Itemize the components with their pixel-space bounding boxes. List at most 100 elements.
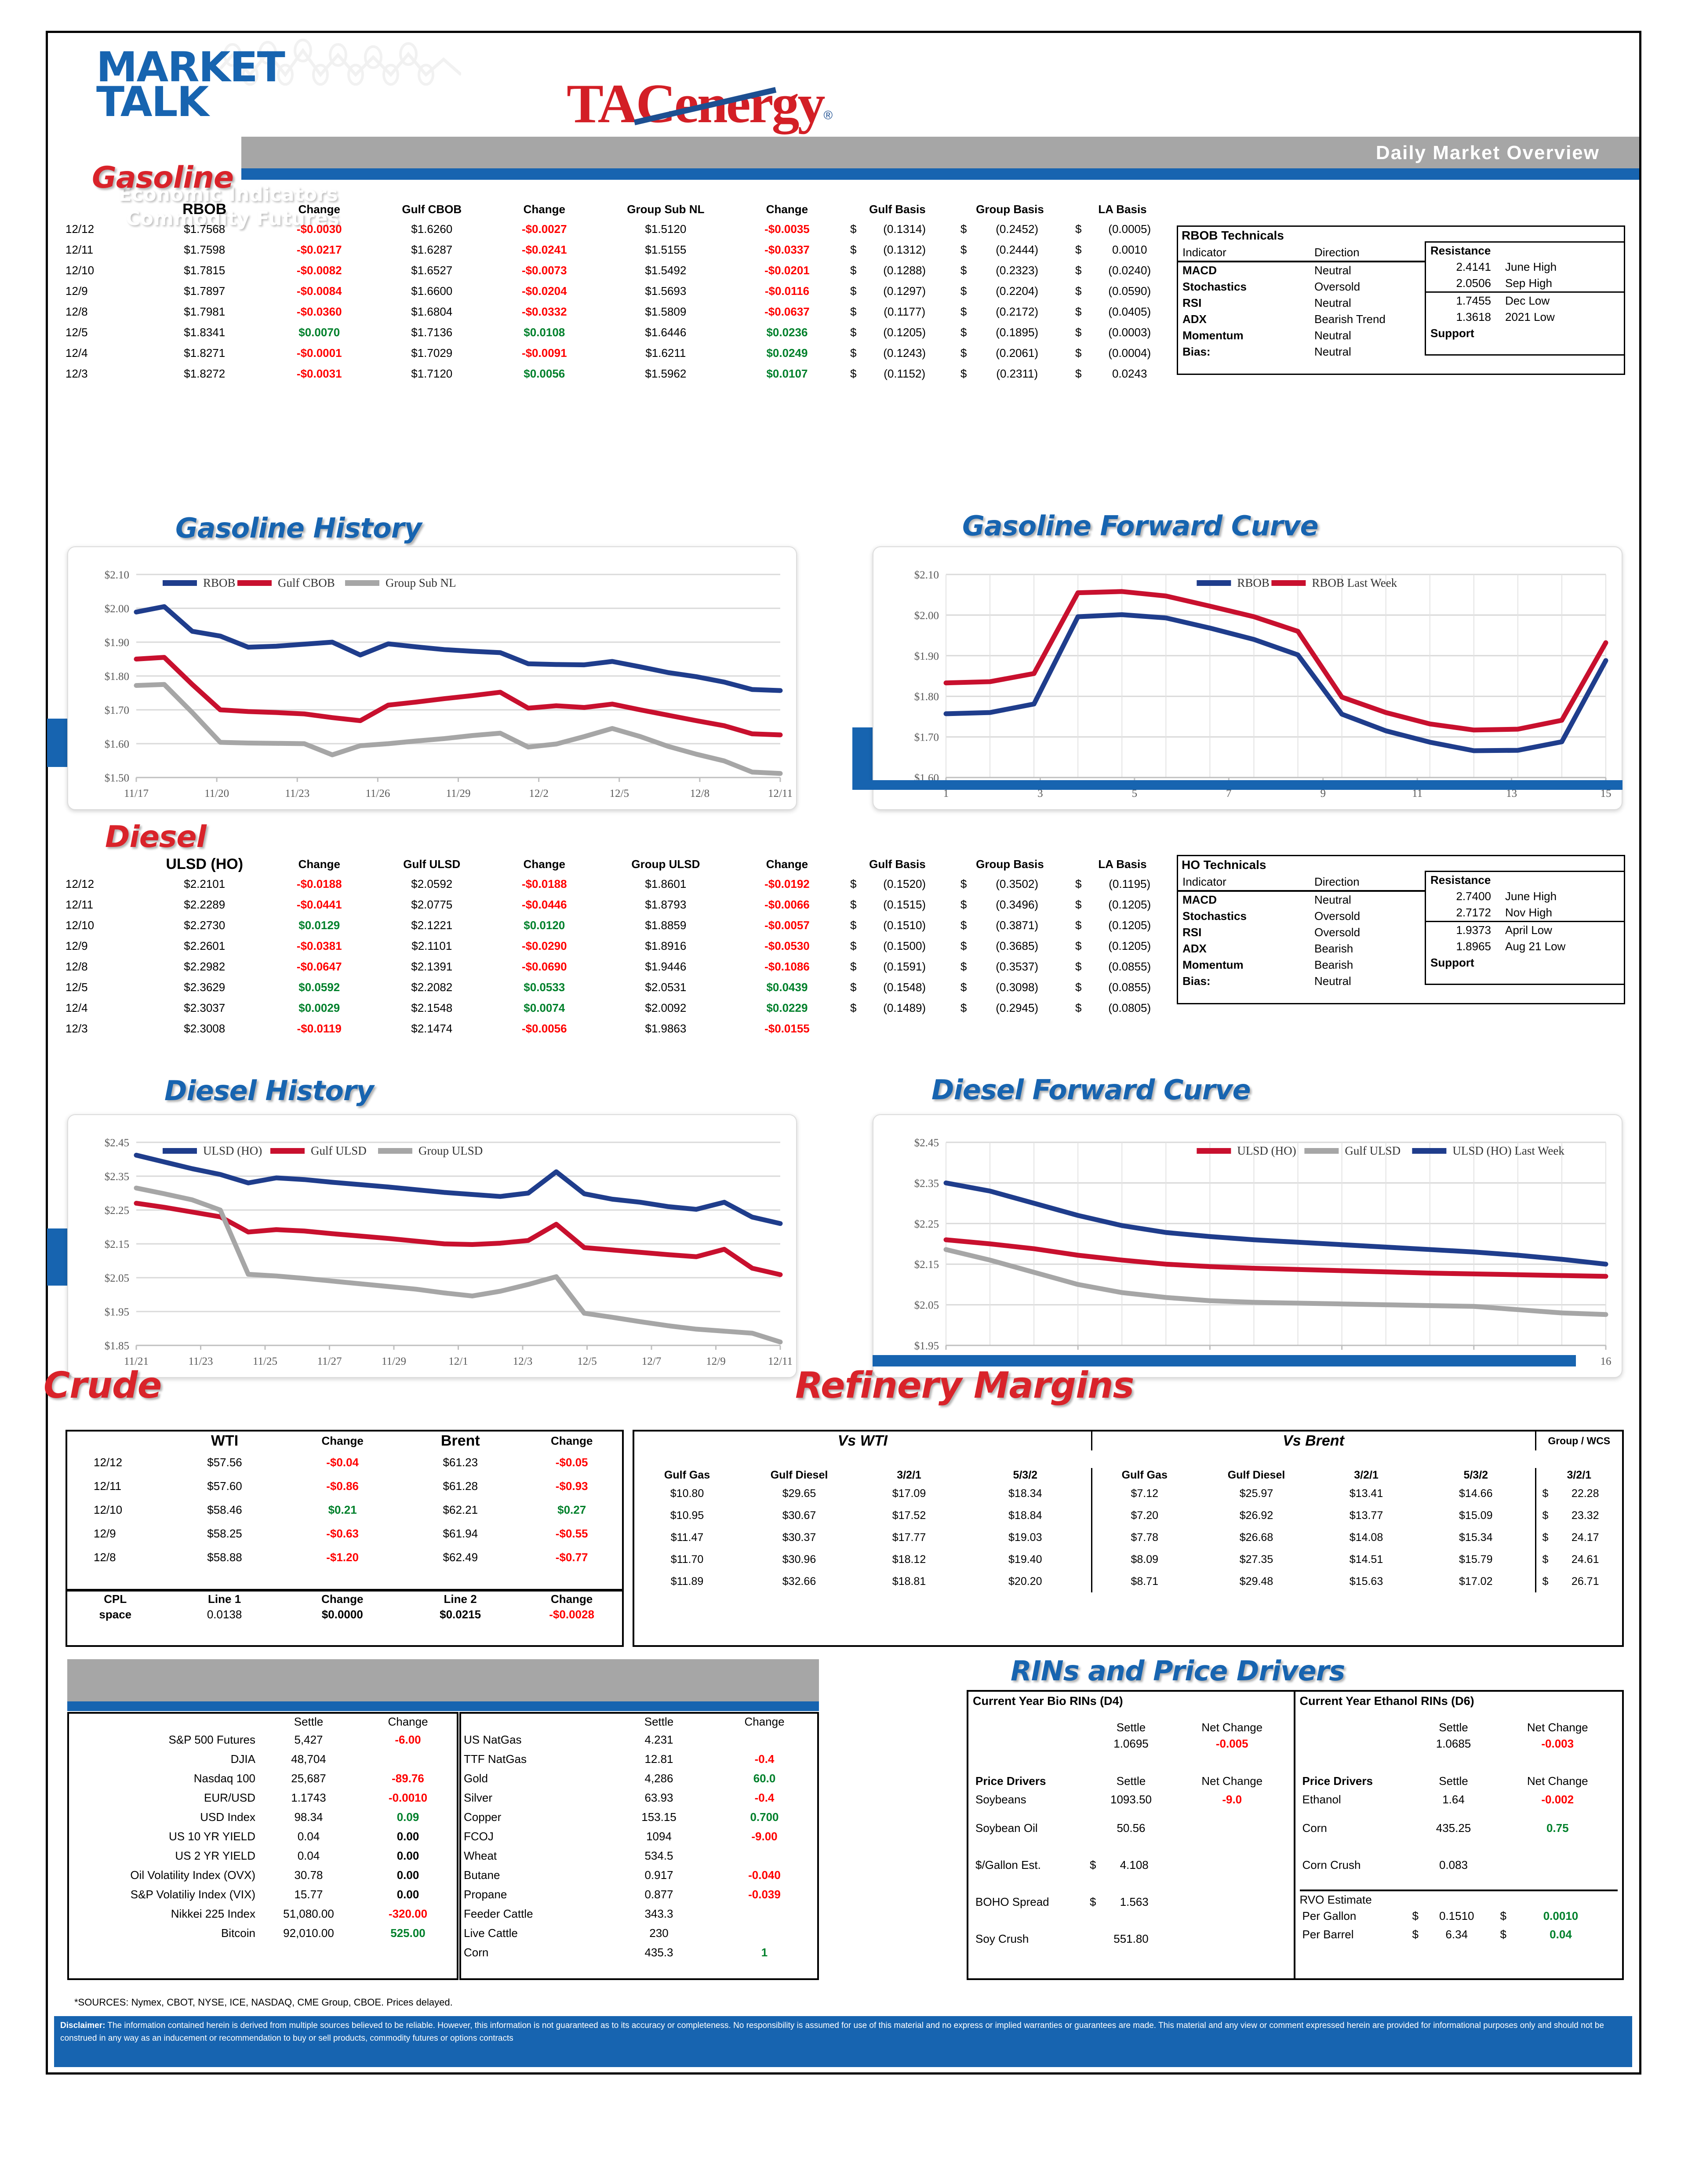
level-row: 2.4141 June High [1426, 259, 1624, 275]
ethanol-drivers-header-row: Price Drivers Settle Net Change [1300, 1773, 1618, 1789]
table-header-row: ULSD (HO) Change Gulf ULSD Change Group … [65, 855, 1178, 874]
row-brent-gulf-gas: $7.20 [1131, 1509, 1159, 1522]
support-label-row: Support [1426, 325, 1624, 342]
col-settle: Settle [1439, 1721, 1468, 1734]
driver-settle: $1.563 [1090, 1895, 1149, 1908]
row-group: $1.8916 [645, 939, 687, 952]
col-net-change: Net Change [1527, 1774, 1588, 1788]
rbob-levels-box: Resistance 2.4141 June High 2.0506 Sep Hig… [1425, 241, 1625, 356]
chart-series-line [943, 1247, 1608, 1317]
col-la-basis: LA Basis [1098, 203, 1147, 216]
econ-commodity-gray-band [67, 1659, 819, 1701]
row-benchmark-change: $0.0592 [298, 981, 340, 994]
y-axis-tick: $2.05 [105, 1272, 129, 1284]
x-axis-tick: 9 [1320, 788, 1326, 799]
indicator-direction: Bearish [1314, 942, 1353, 955]
x-axis-tick: 11/23 [188, 1355, 213, 1367]
tac-energy-logo: TACenergy® [567, 73, 833, 136]
col-change: Change [744, 1715, 785, 1728]
row-wti-gulf-gas: $10.80 [670, 1487, 704, 1500]
row-settle: 0.04 [297, 1849, 320, 1862]
row-date: 12/11 [65, 898, 94, 911]
row-settle: 1.1743 [291, 1791, 326, 1804]
row-gulf: $1.7120 [411, 367, 453, 380]
row-brent-change: -$0.93 [555, 1479, 588, 1493]
row-change: 0.00 [397, 1849, 419, 1862]
legend-swatch [1197, 1148, 1231, 1154]
level-label: 2021 Low [1505, 310, 1555, 323]
row-gulf-change: -$0.0091 [521, 346, 567, 360]
technical-indicator-row: Momentum Neutral [1178, 327, 1624, 344]
legend-swatch [378, 1148, 412, 1154]
y-axis-tick: $2.35 [914, 1177, 939, 1189]
legend-swatch [1304, 1148, 1339, 1154]
row-gulf-change: -$0.0290 [521, 939, 567, 952]
row-gulf-change: $0.0074 [524, 1001, 565, 1014]
y-axis-tick: $1.90 [105, 637, 129, 649]
x-axis-tick: 11/20 [204, 788, 229, 799]
table-row: Bitcoin 92,010.00 525.00 [69, 1923, 457, 1943]
bio-rins-settle: 1.0695 [1113, 1737, 1149, 1750]
table-row: 12/4 $2.3037 $0.0029 $2.1548 $0.0074 $2.0092 $… [65, 998, 1178, 1018]
indicator-name: RSI [1182, 296, 1202, 309]
col-brent-gulf-gas: Gulf Gas [1121, 1469, 1168, 1481]
row-settle: 0.877 [644, 1887, 673, 1901]
price-driver-row: Soybeans 1093.50 -9.0 [973, 1789, 1289, 1810]
table-row: $11.47 $30.37 $17.77 $19.03 $7.78 $26.68 $14.0… [634, 1526, 1622, 1548]
row-group-change: $0.0249 [766, 346, 808, 360]
row-benchmark-change: -$0.0217 [296, 243, 342, 256]
row-benchmark: $1.7568 [184, 222, 226, 236]
row-date: 12/10 [65, 264, 95, 277]
commodity-futures-box: Settle Change US NatGas 4.231 TTF NatGas 12… [459, 1712, 819, 1980]
row-settle: 343.3 [644, 1907, 673, 1920]
x-axis-tick: 11/26 [365, 788, 390, 799]
row-wti-gulf-diesel: $30.96 [782, 1553, 816, 1566]
registered-mark-icon: ® [823, 108, 833, 122]
row-change [359, 1749, 457, 1769]
indicator-name: Momentum [1182, 329, 1244, 342]
col-wti: WTI [211, 1432, 239, 1449]
row-benchmark-change: -$0.0001 [296, 346, 342, 360]
x-axis-tick: 3 [1037, 788, 1043, 799]
col-settle: Settle [294, 1715, 324, 1728]
col-gulf-change: Change [523, 858, 565, 871]
bio-rins-header: Current Year Bio RINs (D4) [973, 1694, 1123, 1708]
col-wti-gulf-diesel: Gulf Diesel [770, 1469, 828, 1481]
row-change [712, 1923, 817, 1943]
row-settle: 230 [649, 1926, 669, 1940]
row-gulf: $2.1221 [411, 919, 453, 932]
row-group-change: -$0.0530 [764, 939, 810, 952]
row-benchmark: $2.3008 [184, 1022, 226, 1035]
row-benchmark-change: $0.0029 [298, 1001, 340, 1014]
disclaimer-text: The information contained herein is deri… [60, 2021, 1604, 2043]
indicator-direction: Neutral [1314, 974, 1351, 988]
chart-series-line [134, 604, 783, 693]
level-row: 2.7400 June High [1426, 888, 1624, 905]
row-date: 12/9 [65, 284, 88, 298]
driver-settle: 435.25 [1436, 1821, 1471, 1835]
row-name: US 10 YR YIELD [168, 1829, 255, 1843]
col-settle: Settle [1116, 1774, 1146, 1788]
row-settle: 0.04 [297, 1829, 320, 1843]
rvo-estimate-table: Per Gallon $0.1510 $0.0010 Per Barrel $6.34 $… [1300, 1907, 1618, 1944]
table-row: Nasdaq 100 25,687 -89.76 [69, 1769, 457, 1788]
row-benchmark: $2.2601 [184, 939, 226, 952]
row-wcs-321: $24.61 [1542, 1553, 1599, 1566]
legend-swatch [1412, 1148, 1447, 1154]
rbob-technicals-title: RBOB Technicals [1182, 229, 1284, 242]
row-benchmark: $1.8272 [184, 367, 226, 380]
table-row: Wheat 534.5 [461, 1846, 817, 1865]
chart-series-line [943, 589, 1608, 733]
row-change: -0.040 [748, 1868, 781, 1882]
row-brent-gulf-gas: $7.12 [1131, 1487, 1159, 1500]
table-row: $10.95 $30.67 $17.52 $18.84 $7.20 $26.92 $13.7… [634, 1504, 1622, 1526]
refinery-group-header-row: Vs WTI Vs Brent Group / WCS [634, 1432, 1622, 1450]
row-group: $2.0092 [645, 1001, 687, 1014]
level-value: 1.9373 [1456, 923, 1491, 937]
row-wti-gulf-diesel: $32.66 [782, 1575, 816, 1588]
row-brent-321: $14.51 [1349, 1553, 1383, 1566]
row-benchmark: $1.7815 [184, 264, 226, 277]
row-gulf: $2.1474 [411, 1022, 453, 1035]
row-wti-532: $19.03 [960, 1526, 1092, 1548]
row-settle: 0.917 [644, 1868, 673, 1882]
